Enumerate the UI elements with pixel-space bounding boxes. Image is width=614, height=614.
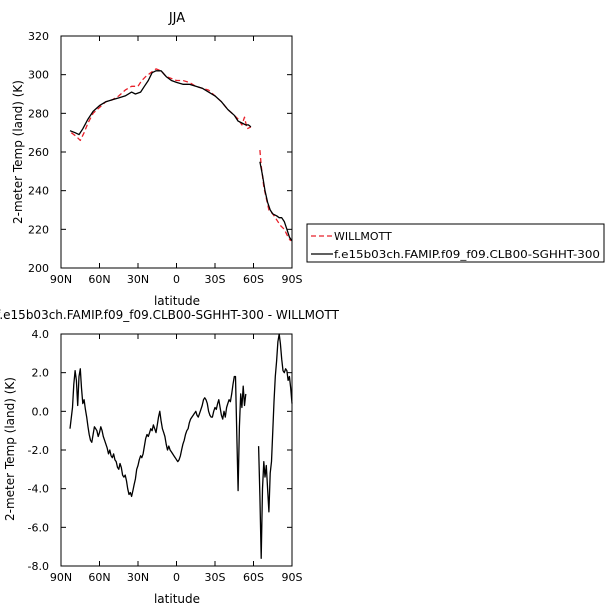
bottom-panel: f.e15b03ch.FAMIP.f09_f09.CLB00-SGHHT-300… bbox=[0, 308, 340, 606]
top-x-tick-label: 0 bbox=[173, 273, 180, 286]
bottom-x-tick-label: 60S bbox=[243, 571, 264, 584]
top-y-tick-label: 280 bbox=[28, 107, 49, 120]
top-panel-ylabel: 2-meter Temp (land) (K) bbox=[11, 80, 25, 224]
bottom-y-tick-label: -2.0 bbox=[28, 444, 49, 457]
legend-label-model: f.e15b03ch.FAMIP.f09_f09.CLB00-SGHHT-300 bbox=[334, 248, 600, 261]
bottom-panel-title: f.e15b03ch.FAMIP.f09_f09.CLB00-SGHHT-300… bbox=[0, 308, 340, 322]
bottom-series-0-line bbox=[69, 368, 247, 498]
top-panel: JJA 2-meter Temp (land) (K) latitude 90N… bbox=[11, 11, 303, 308]
top-y-tick-label: 200 bbox=[28, 262, 49, 275]
legend-label-willmott: WILLMOTT bbox=[334, 230, 392, 243]
bottom-y-tick-label: 2.0 bbox=[32, 367, 50, 380]
top-panel-axes: 90N 60N 30N 0 30S 60S 90S 200 220 240 260 280 300 320 bbox=[28, 30, 303, 286]
top-y-tick-label: 260 bbox=[28, 146, 49, 159]
bottom-x-tick-label: 60N bbox=[88, 571, 110, 584]
bottom-y-tick-label: -6.0 bbox=[28, 521, 49, 534]
legend-box bbox=[306, 223, 605, 263]
bottom-y-tick-label: -8.0 bbox=[28, 560, 49, 573]
bottom-x-tick-label: 0 bbox=[173, 571, 180, 584]
bottom-y-tick-label: -4.0 bbox=[28, 483, 49, 496]
top-x-tick-label: 90S bbox=[282, 273, 303, 286]
bottom-y-tick-label: 0.0 bbox=[32, 405, 50, 418]
bottom-panel-frame bbox=[60, 333, 293, 567]
top-panel-lines bbox=[69, 68, 293, 242]
bottom-x-tick-label: 30N bbox=[127, 571, 149, 584]
bottom-x-tick-label: 30S bbox=[205, 571, 226, 584]
legend: WILLMOTT f.e15b03ch.FAMIP.f09_f09.CLB00-… bbox=[306, 223, 605, 263]
top-x-tick-label: 30S bbox=[205, 273, 226, 286]
bottom-x-tick-label: 90S bbox=[282, 571, 303, 584]
bottom-series-0-line bbox=[257, 333, 293, 559]
top-y-tick-label: 220 bbox=[28, 223, 49, 236]
top-x-tick-label: 90N bbox=[50, 273, 72, 286]
top-series-1-line bbox=[69, 70, 252, 136]
bottom-panel-axes: 90N 60N 30N 0 30S 60S 90S -8.0 -6.0 -4.0 -2.0 0.0 2.… bbox=[28, 328, 303, 584]
top-panel-xlabel: latitude bbox=[154, 294, 200, 308]
top-x-tick-label: 60N bbox=[88, 273, 110, 286]
top-x-tick-label: 30N bbox=[127, 273, 149, 286]
bottom-panel-ylabel: 2-meter Temp (land) (K) bbox=[3, 377, 17, 521]
bottom-panel-lines bbox=[69, 333, 293, 559]
top-panel-frame bbox=[60, 35, 293, 269]
top-x-tick-label: 60S bbox=[243, 273, 264, 286]
top-y-tick-label: 320 bbox=[28, 30, 49, 43]
top-y-tick-label: 240 bbox=[28, 185, 49, 198]
top-panel-title: JJA bbox=[168, 11, 185, 26]
bottom-y-tick-label: 4.0 bbox=[32, 328, 50, 341]
bottom-x-tick-label: 90N bbox=[50, 571, 72, 584]
bottom-panel-xlabel: latitude bbox=[154, 592, 200, 606]
top-y-tick-label: 300 bbox=[28, 69, 49, 82]
top-series-1-line bbox=[259, 161, 293, 242]
